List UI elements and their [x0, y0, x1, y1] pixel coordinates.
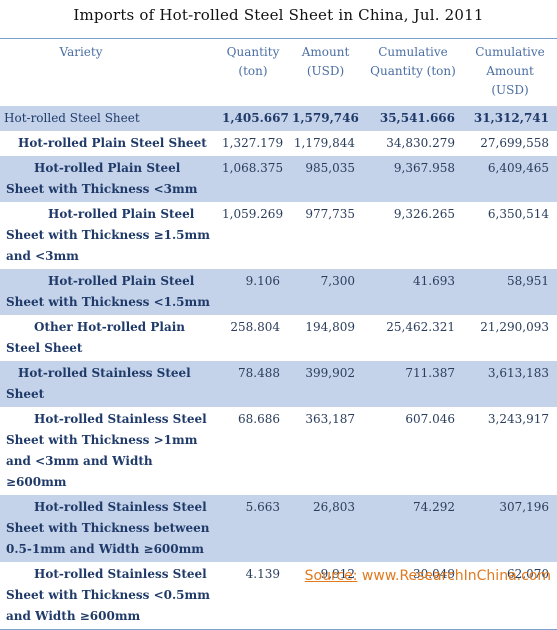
row-amount: 7,300 [288, 269, 363, 315]
row-cum-quantity: 711.387 [363, 361, 463, 407]
row-quantity: 258.804 [230, 320, 280, 334]
row-amount: 985,035 [288, 156, 363, 202]
row-cum-quantity: 9,367.958 [363, 156, 463, 202]
row-cum-quantity: 74.292 [363, 495, 463, 562]
header-quantity: Quantity (ton) [226, 45, 280, 78]
row-variety: Hot-rolled Stainless Steel Sheet [0, 361, 218, 407]
row-amount: 194,809 [305, 320, 355, 334]
row-variety: Hot-rolled Steel Sheet [0, 104, 218, 131]
row-amount: 1,179,844 [293, 136, 355, 150]
source-link[interactable]: www.ResearchInChina.com [361, 568, 551, 584]
row-cum-amount: 307,196 [463, 495, 557, 562]
row-variety: Hot-rolled Stainless Steel Sheet with Th… [0, 495, 218, 562]
row-quantity: 78.488 [218, 361, 288, 407]
table-header-row: Variety Quantity (ton) Amount (USD) Cumu… [0, 38, 557, 106]
header-cum-quantity: Cumulative Quantity (ton) [370, 45, 456, 78]
header-variety: Variety [59, 45, 103, 59]
row-cum-amount: 27,699,558 [480, 136, 549, 150]
table-row: Hot-rolled Stainless Steel Sheet with Th… [0, 495, 557, 562]
row-amount: 363,187 [305, 412, 355, 426]
table-row: Hot-rolled Plain Steel Sheet 1,327.179 1… [0, 131, 557, 156]
row-amount: 399,902 [288, 361, 363, 407]
row-variety: Other Hot-rolled Plain Steel Sheet [6, 320, 186, 355]
row-cum-amount: 58,951 [463, 269, 557, 315]
row-cum-quantity: 25,462.321 [386, 320, 455, 334]
row-cum-quantity: 35,541.666 [363, 104, 463, 131]
row-quantity: 68.686 [238, 412, 280, 426]
row-cum-amount: 21,290,093 [480, 320, 549, 334]
row-cum-quantity: 9,326.265 [393, 207, 455, 221]
row-variety: Hot-rolled Plain Steel Sheet [18, 136, 207, 150]
row-amount: 26,803 [288, 495, 363, 562]
row-variety: Hot-rolled Plain Steel Sheet with Thickn… [6, 207, 210, 263]
table-row: Other Hot-rolled Plain Steel Sheet 258.8… [0, 315, 557, 361]
row-amount: 1,579,746 [288, 104, 363, 131]
source-label: Source: [304, 568, 358, 584]
row-quantity: 4.139 [218, 562, 288, 630]
row-cum-amount: 6,409,465 [463, 156, 557, 202]
row-quantity: 1,405.667 [218, 104, 289, 131]
table-row: Hot-rolled Stainless Steel Sheet 78.488 … [0, 361, 557, 407]
row-quantity: 5.663 [218, 495, 288, 562]
source-credit: Source: www.ResearchInChina.com [305, 568, 551, 584]
row-quantity: 9.106 [218, 269, 288, 315]
row-cum-amount: 3,613,183 [463, 361, 557, 407]
table-row: Hot-rolled Plain Steel Sheet with Thickn… [0, 156, 557, 202]
row-cum-amount: 6,350,514 [487, 207, 549, 221]
header-cum-amount: Cumulative Amount (USD) [475, 45, 545, 97]
row-cum-quantity: 41.693 [363, 269, 463, 315]
row-variety: Hot-rolled Stainless Steel Sheet with Th… [0, 562, 218, 630]
table-row: Hot-rolled Steel Sheet 1,405.667 1,579,7… [0, 104, 557, 131]
row-cum-quantity: 34,830.279 [386, 136, 455, 150]
row-quantity: 1,059.269 [222, 207, 284, 221]
row-variety: Hot-rolled Stainless Steel Sheet with Th… [6, 412, 207, 489]
row-quantity: 1,327.179 [222, 136, 284, 150]
imports-table: Variety Quantity (ton) Amount (USD) Cumu… [0, 38, 557, 630]
row-cum-amount: 31,312,741 [463, 104, 557, 131]
table-title: Imports of Hot-rolled Steel Sheet in Chi… [73, 6, 484, 24]
row-cum-amount: 3,243,917 [487, 412, 549, 426]
row-cum-quantity: 607.046 [405, 412, 455, 426]
row-amount: 977,735 [305, 207, 355, 221]
row-quantity: 1,068.375 [218, 156, 288, 202]
header-amount: Amount (USD) [301, 45, 350, 78]
table-row: Hot-rolled Stainless Steel Sheet with Th… [0, 407, 557, 495]
row-variety: Hot-rolled Plain Steel Sheet with Thickn… [0, 156, 218, 202]
table-row: Hot-rolled Plain Steel Sheet with Thickn… [0, 202, 557, 269]
table-row: Hot-rolled Plain Steel Sheet with Thickn… [0, 269, 557, 315]
row-variety: Hot-rolled Plain Steel Sheet with Thickn… [0, 269, 218, 315]
